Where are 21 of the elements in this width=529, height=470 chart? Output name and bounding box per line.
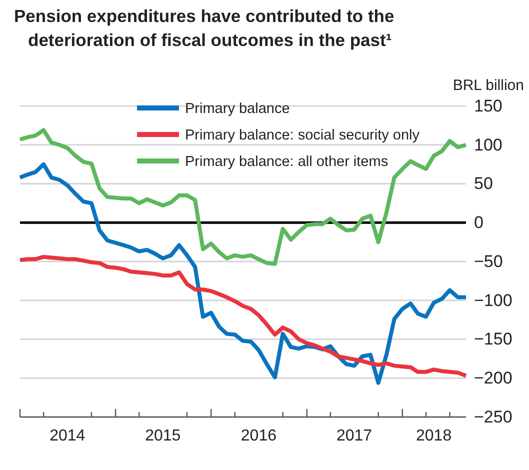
y-tick-label: 0 [474,213,484,232]
x-tick-label: 2018 [416,427,452,444]
x-tick-label: 2017 [336,427,372,444]
y-tick-label: −250 [474,407,512,426]
x-tick-label: 2015 [145,427,181,444]
chart-title: Pension expenditures have contributed to the deterioration of fiscal outcomes in the past¹ [14,6,394,50]
x-tick-label: 2014 [50,427,86,444]
y-axis-title: BRL billion [452,77,524,94]
line-series [18,254,468,378]
y-tick-label: −200 [474,368,512,388]
y-tick-label: 100 [474,135,502,154]
legend-label: Primary balance: social security only [185,128,420,144]
legend-label: Primary balance: all other items [185,154,388,170]
y-tick-label: 50 [474,174,493,194]
y-tick-label: 150 [474,96,502,116]
line-series [18,128,468,266]
legend-label: Primary balance [185,101,290,117]
x-tick-label: 2016 [240,427,277,444]
y-tick-label: −150 [474,330,512,349]
y-tick-label: −50 [474,252,503,271]
y-tick-label: −100 [474,290,512,310]
